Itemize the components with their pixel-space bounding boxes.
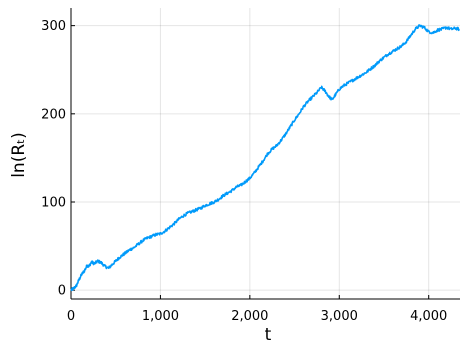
x-tick-label: 2,000 [231, 309, 268, 324]
x-tick-label: 0 [67, 309, 75, 324]
y-tick-label: 200 [41, 107, 66, 122]
grid [70, 8, 460, 299]
axes [70, 8, 460, 300]
y-tick-label: 0 [58, 284, 66, 299]
x-tick-label: 3,000 [321, 309, 358, 324]
x-tick-label: 4,000 [410, 309, 447, 324]
series-line [70, 24, 460, 292]
x-axis-label: t [265, 325, 272, 343]
tick-labels: 0 1,000 2,000 3,000 4,000 0 100 200 300 [41, 19, 447, 324]
x-tick-label: 1,000 [142, 309, 179, 324]
y-tick-label: 100 [41, 196, 66, 211]
y-tick-label: 300 [41, 19, 66, 34]
series-layer [70, 24, 460, 292]
y-axis-label: ln(Rₜ) [9, 132, 29, 178]
